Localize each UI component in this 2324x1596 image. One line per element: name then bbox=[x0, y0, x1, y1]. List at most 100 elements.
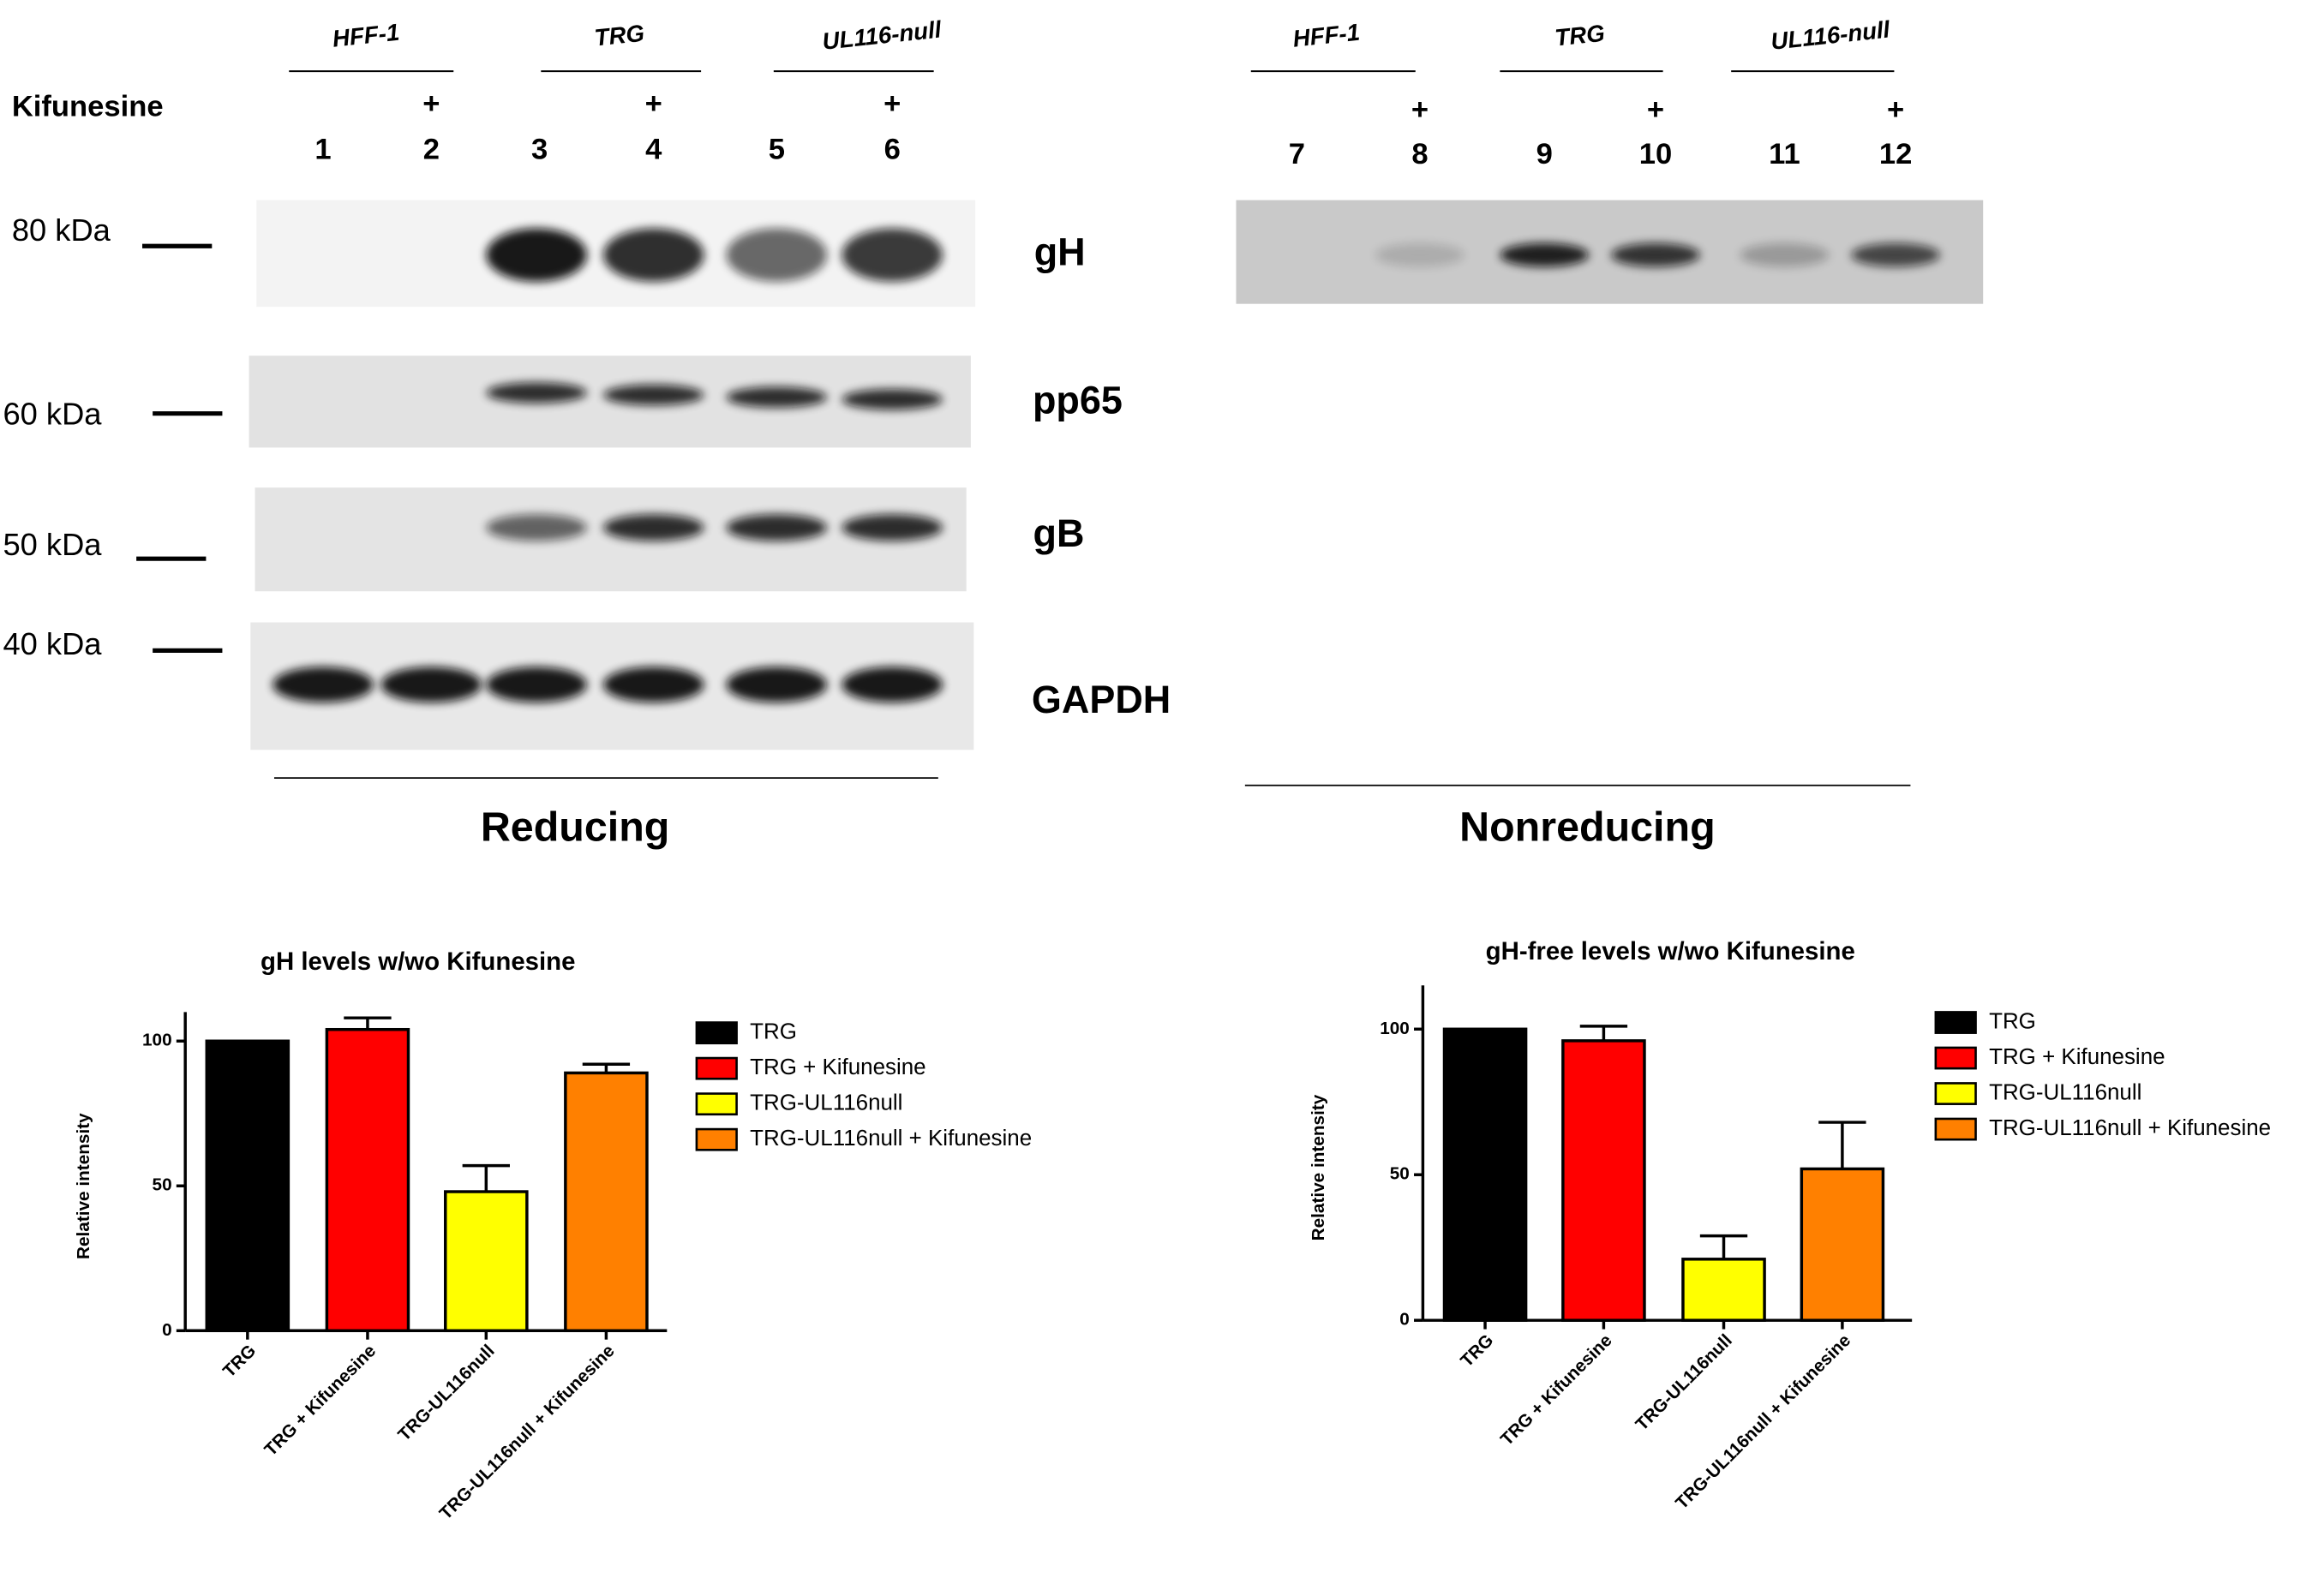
condition-label: Nonreducing bbox=[1459, 804, 1716, 850]
legend-label: TRG + Kifunesine bbox=[750, 1055, 925, 1079]
bar bbox=[1442, 1027, 1528, 1322]
blot-band bbox=[273, 666, 374, 702]
group-label: HFF-1 bbox=[1291, 19, 1361, 52]
blot-band bbox=[1375, 242, 1464, 267]
bar bbox=[205, 1039, 290, 1333]
band-label: gB bbox=[1033, 511, 1085, 555]
band-label: gH bbox=[1034, 230, 1086, 273]
blot-band bbox=[842, 666, 943, 702]
blot-band bbox=[726, 514, 828, 541]
lane-number: 3 bbox=[531, 134, 548, 166]
legend-label: TRG + Kifunesine bbox=[1989, 1045, 2165, 1069]
group-label: TRG bbox=[1554, 20, 1606, 51]
plus: + bbox=[645, 87, 662, 120]
blot-band bbox=[602, 384, 704, 406]
group-label: HFF-1 bbox=[331, 19, 400, 52]
blot-band bbox=[486, 666, 587, 702]
band-label: GAPDH bbox=[1032, 678, 1171, 721]
lane-number: 9 bbox=[1536, 138, 1553, 170]
blot bbox=[255, 487, 967, 592]
bar bbox=[325, 1027, 410, 1333]
condition-label: Reducing bbox=[481, 804, 670, 850]
chart-title: gH levels w/wo Kifunesine bbox=[261, 947, 575, 976]
lane-number: 8 bbox=[1411, 138, 1428, 170]
blot-band bbox=[602, 228, 704, 282]
blot-band bbox=[842, 514, 943, 541]
legend-swatch bbox=[1934, 1082, 1977, 1105]
y-tick-label: 100 bbox=[142, 1031, 172, 1050]
x-tick-label: TRG-UL116null bbox=[394, 1341, 498, 1444]
x-tick-label: TRG-UL116null bbox=[1632, 1330, 1735, 1434]
plus: + bbox=[1887, 93, 1904, 126]
legend-swatch bbox=[695, 1092, 738, 1116]
chart-title: gH-free levels w/wo Kifunesine bbox=[1486, 937, 1855, 965]
blot-band bbox=[726, 386, 828, 408]
marker-label: 80 kDa bbox=[12, 212, 111, 248]
blot-band bbox=[602, 514, 704, 541]
x-tick-label: TRG + Kifunesine bbox=[1497, 1330, 1616, 1450]
blot-band bbox=[842, 389, 943, 410]
x-tick-label: TRG + Kifunesine bbox=[261, 1341, 380, 1460]
lane-number: 10 bbox=[1639, 138, 1672, 170]
legend-swatch bbox=[695, 1056, 738, 1080]
marker-label: 50 kDa bbox=[3, 527, 102, 562]
treatment-label: Kifunesine bbox=[12, 91, 164, 123]
lane-number: 12 bbox=[1879, 138, 1912, 170]
lane-number: 4 bbox=[645, 134, 662, 166]
legend-swatch bbox=[1934, 1011, 1977, 1034]
lane-number: 5 bbox=[769, 134, 785, 166]
blot-band bbox=[1611, 242, 1700, 267]
y-axis-label: Relative intensity bbox=[74, 1113, 93, 1259]
legend-label: TRG-UL116null bbox=[750, 1091, 902, 1115]
legend-label: TRG bbox=[1989, 1009, 2036, 1033]
x-tick-label: TRG bbox=[1457, 1330, 1497, 1371]
group-label: UL116-null bbox=[821, 15, 943, 55]
bar bbox=[1561, 1039, 1646, 1322]
plus: + bbox=[422, 87, 440, 120]
legend-swatch bbox=[1934, 1117, 1977, 1141]
blot-band bbox=[1851, 242, 1941, 267]
blot-band bbox=[486, 228, 587, 282]
lane-number: 2 bbox=[423, 134, 440, 166]
y-tick-label: 50 bbox=[1390, 1164, 1410, 1184]
legend-swatch bbox=[1934, 1046, 1977, 1070]
legend-label: TRG-UL116null + Kifunesine bbox=[750, 1127, 1032, 1151]
lane-number: 6 bbox=[884, 134, 901, 166]
blot-band bbox=[842, 228, 943, 282]
y-axis-label: Relative intensity bbox=[1309, 1094, 1328, 1240]
lane-number: 11 bbox=[1769, 138, 1800, 170]
y-tick-label: 0 bbox=[162, 1320, 172, 1340]
blot-band bbox=[1500, 242, 1590, 267]
blot-band bbox=[380, 666, 482, 702]
y-tick-label: 50 bbox=[153, 1175, 172, 1195]
legend-label: TRG bbox=[750, 1019, 797, 1043]
group-label: UL116-null bbox=[1770, 15, 1892, 55]
blot-band bbox=[602, 666, 704, 702]
plus: + bbox=[1411, 93, 1429, 126]
y-tick-label: 0 bbox=[1399, 1310, 1410, 1330]
legend-label: TRG-UL116null + Kifunesine bbox=[1989, 1116, 2271, 1140]
group-label: TRG bbox=[593, 20, 645, 51]
blot-band bbox=[1740, 242, 1830, 267]
bar bbox=[1681, 1258, 1766, 1322]
marker-label: 40 kDa bbox=[3, 626, 102, 661]
band-label: pp65 bbox=[1033, 378, 1123, 421]
lane-number: 1 bbox=[314, 134, 331, 166]
legend-swatch bbox=[695, 1021, 738, 1045]
y-tick-label: 100 bbox=[1380, 1019, 1410, 1038]
bar bbox=[1800, 1167, 1885, 1322]
blot-band bbox=[486, 514, 587, 541]
blot-band bbox=[726, 228, 828, 282]
plus: + bbox=[883, 87, 901, 120]
bar bbox=[444, 1190, 529, 1333]
legend-label: TRG-UL116null bbox=[1989, 1080, 2141, 1104]
bar bbox=[564, 1071, 649, 1333]
blot-band bbox=[726, 666, 828, 702]
lane-number: 7 bbox=[1289, 138, 1305, 170]
marker-label: 60 kDa bbox=[3, 397, 102, 432]
plus: + bbox=[1647, 93, 1664, 126]
legend-swatch bbox=[695, 1127, 738, 1151]
x-tick-label: TRG bbox=[219, 1341, 260, 1381]
blot-band bbox=[486, 382, 587, 403]
